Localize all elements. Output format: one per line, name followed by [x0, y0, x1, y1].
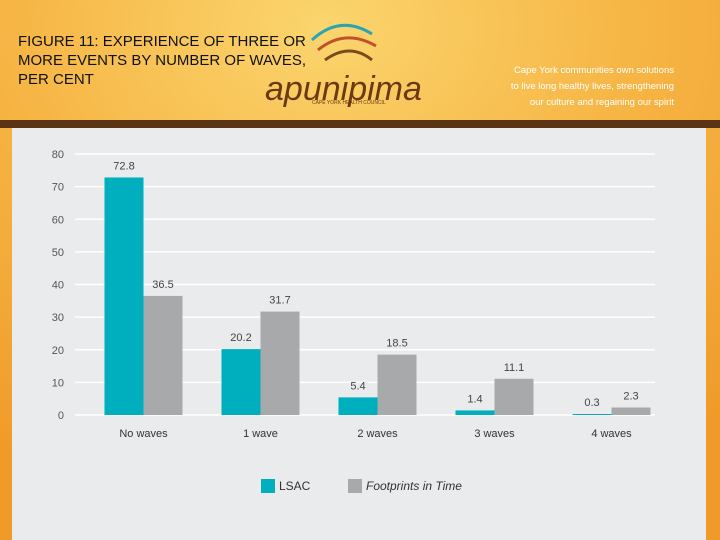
bar: [104, 177, 144, 415]
tagline: Cape York communities own solutions: [514, 65, 674, 76]
legend-label: LSAC: [279, 479, 311, 493]
bar: [338, 397, 378, 415]
plot-area: 0 10 20 30 40 50 60 70 80 No waves 72.8 36.5 1 wave 2…: [52, 149, 655, 493]
legend-swatch: [261, 479, 275, 493]
x-tick-label: 4 waves: [591, 428, 632, 440]
chart-title: FIGURE 11: EXPERIENCE OF THREE OR MORE E…: [18, 33, 307, 88]
x-tick-label: No waves: [119, 428, 168, 440]
y-tick-label: 10: [52, 377, 64, 389]
y-tick-label: 60: [52, 214, 64, 226]
data-label: 18.5: [386, 338, 407, 350]
logo-art: [310, 23, 377, 62]
y-tick-label: 70: [52, 182, 64, 194]
data-label: 5.4: [350, 380, 365, 392]
data-label: 1.4: [467, 393, 482, 405]
y-tick-label: 40: [52, 280, 64, 292]
y-tick-label: 80: [52, 149, 64, 161]
y-tick-label: 0: [58, 410, 64, 422]
tagline: our culture and regaining our spirit: [530, 97, 675, 108]
bar: [494, 378, 534, 415]
data-label: 72.8: [113, 160, 134, 172]
logo-subtext: CAPE YORK HEALTH COUNCIL: [312, 100, 386, 106]
x-tick-label: 2 waves: [357, 428, 398, 440]
data-label: 2.3: [623, 390, 638, 402]
bar: [260, 311, 300, 415]
data-label: 0.3: [584, 397, 599, 409]
tagline: to live long healthy lives, strengthenin…: [511, 81, 674, 92]
bar: [377, 354, 417, 415]
data-label: 11.1: [504, 362, 525, 374]
data-label: 20.2: [230, 332, 251, 344]
divider: [0, 120, 720, 128]
bar: [143, 295, 183, 415]
y-tick-label: 30: [52, 312, 64, 324]
x-tick-label: 1 wave: [243, 428, 278, 440]
legend-label: Footprints in Time: [366, 479, 462, 493]
data-label: 31.7: [269, 295, 290, 307]
logo-text: apunipima: [265, 70, 422, 108]
y-tick-label: 50: [52, 247, 64, 259]
bar: [611, 407, 651, 415]
bar: [221, 349, 261, 415]
legend-swatch: [348, 479, 362, 493]
x-tick-label: 3 waves: [474, 428, 515, 440]
bar: [572, 414, 612, 415]
bar: [455, 410, 495, 415]
y-tick-label: 20: [52, 345, 64, 357]
data-label: 36.5: [152, 279, 173, 291]
